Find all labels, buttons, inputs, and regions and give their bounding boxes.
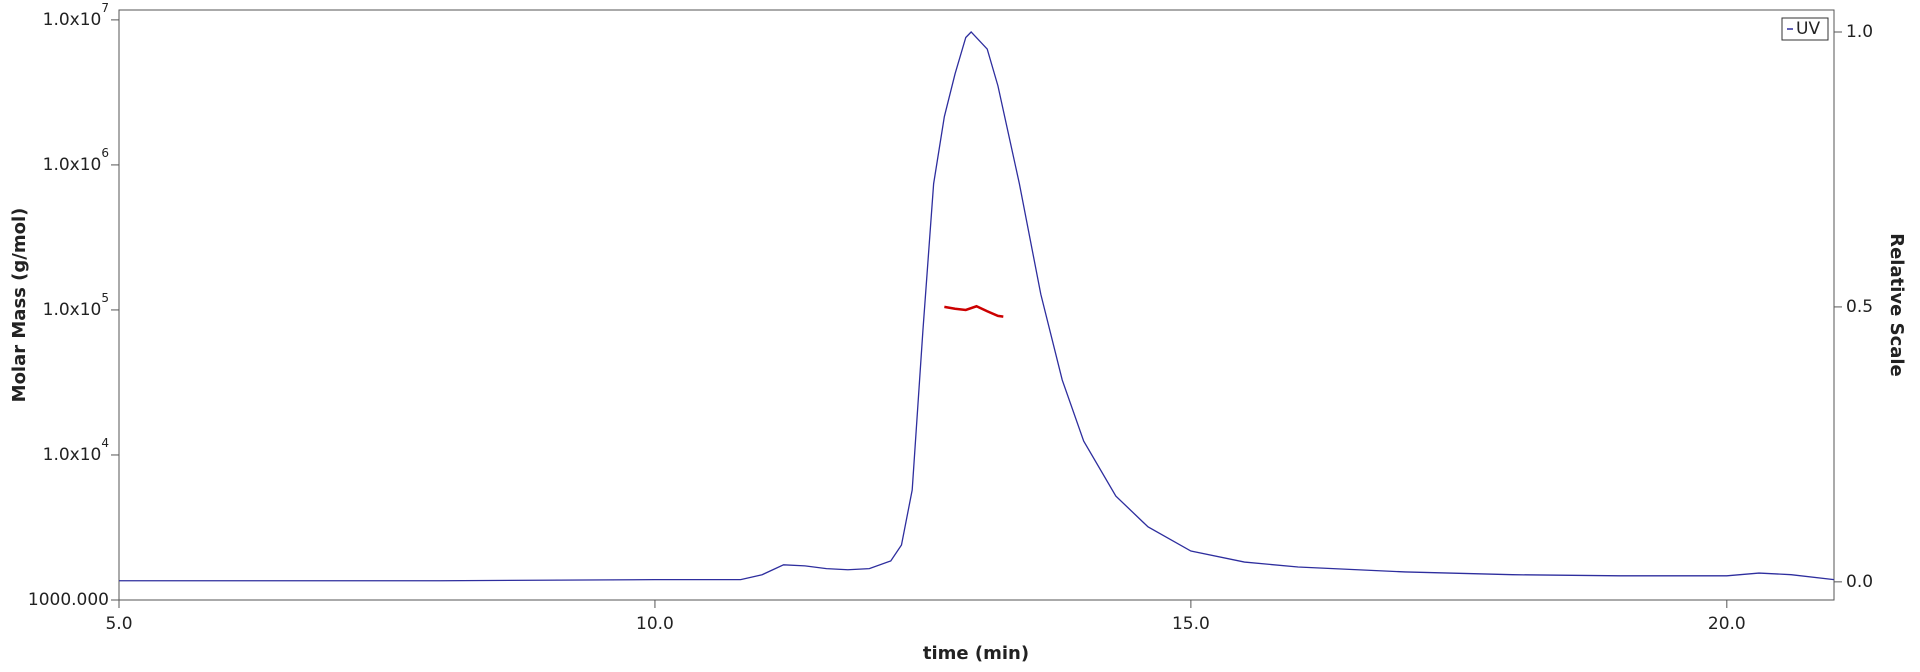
y2-tick-label: 1.0 <box>1846 22 1873 42</box>
y-tick-label-base: 1.0x10 <box>43 155 102 175</box>
y-tick-label-exponent: 6 <box>101 145 109 159</box>
y2-tick-label: 0.0 <box>1846 572 1873 592</box>
plot-frame <box>118 9 1835 601</box>
y-tick-label-base: 1.0x10 <box>43 300 102 320</box>
y-tick-label: 1.0x104 <box>43 435 109 465</box>
y-tick-label-base: 1000.000 <box>28 590 109 610</box>
y-tick-label-base: 1.0x10 <box>43 10 102 30</box>
series-line <box>944 304 1004 318</box>
series-line <box>119 31 1835 582</box>
y-tick-label: 1.0x106 <box>43 145 109 175</box>
y-tick-label: 1.0x107 <box>43 0 109 30</box>
y-tick-label-exponent: 5 <box>101 290 109 304</box>
legend-label: UV <box>1796 19 1820 39</box>
y-tick-label-exponent: 4 <box>101 435 109 449</box>
y-tick-label-exponent: 7 <box>101 0 109 14</box>
y2-axis-title: Relative Scale <box>1886 233 1907 377</box>
y-tick-label-base: 1.0x10 <box>43 445 102 465</box>
x-tick-label: 15.0 <box>1172 614 1210 634</box>
y-tick-label: 1000.000 <box>28 590 109 610</box>
x-axis-title: time (min) <box>923 643 1029 664</box>
x-tick-label: 20.0 <box>1708 614 1746 634</box>
y2-tick-label: 0.5 <box>1846 297 1873 317</box>
x-tick-label: 10.0 <box>636 614 674 634</box>
y-axis-title: Molar Mass (g/mol) <box>9 208 30 403</box>
legend-box <box>1781 17 1829 41</box>
x-tick-label: 5.0 <box>105 614 132 634</box>
y-tick-label: 1.0x105 <box>43 290 109 320</box>
